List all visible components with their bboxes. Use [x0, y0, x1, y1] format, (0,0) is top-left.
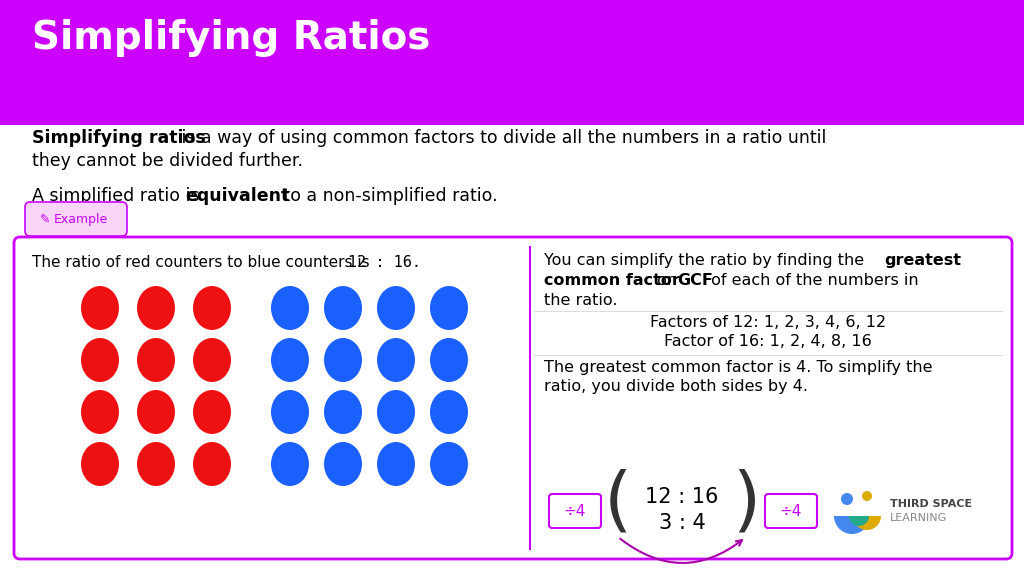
Ellipse shape [271, 286, 309, 330]
Text: greatest: greatest [884, 253, 961, 268]
Wedge shape [849, 516, 869, 526]
Text: is a way of using common factors to divide all the numbers in a ratio until: is a way of using common factors to divi… [176, 129, 826, 147]
Text: to a non-simplified ratio.: to a non-simplified ratio. [278, 187, 498, 205]
Ellipse shape [430, 338, 468, 382]
Text: ratio, you divide both sides by 4.: ratio, you divide both sides by 4. [544, 379, 808, 394]
Text: ÷4: ÷4 [564, 504, 586, 518]
Ellipse shape [137, 442, 175, 486]
Ellipse shape [841, 493, 853, 505]
Ellipse shape [430, 442, 468, 486]
Ellipse shape [271, 442, 309, 486]
Text: ÷4: ÷4 [780, 504, 802, 518]
Ellipse shape [81, 338, 119, 382]
Text: Factor of 16: 1, 2, 4, 8, 16: Factor of 16: 1, 2, 4, 8, 16 [665, 334, 871, 349]
Text: You can simplify the ratio by finding the: You can simplify the ratio by finding th… [544, 253, 869, 268]
Text: ): ) [732, 468, 760, 537]
Ellipse shape [193, 286, 231, 330]
Ellipse shape [377, 286, 415, 330]
Text: of each of the numbers in: of each of the numbers in [706, 273, 919, 288]
Text: 3 : 4: 3 : 4 [658, 513, 706, 533]
Text: they cannot be divided further.: they cannot be divided further. [32, 152, 303, 170]
Ellipse shape [324, 442, 362, 486]
Text: ✎: ✎ [40, 213, 50, 225]
Ellipse shape [324, 338, 362, 382]
Text: GCF: GCF [677, 273, 713, 288]
Text: 12 : 16: 12 : 16 [645, 487, 719, 507]
Ellipse shape [81, 442, 119, 486]
Ellipse shape [324, 390, 362, 434]
Text: The greatest common factor is 4. To simplify the: The greatest common factor is 4. To simp… [544, 360, 933, 375]
Text: Factors of 12: 1, 2, 3, 4, 6, 12: Factors of 12: 1, 2, 3, 4, 6, 12 [650, 315, 886, 330]
Ellipse shape [193, 338, 231, 382]
FancyBboxPatch shape [765, 494, 817, 528]
Text: common factor: common factor [544, 273, 680, 288]
Ellipse shape [271, 390, 309, 434]
FancyBboxPatch shape [0, 0, 1024, 125]
Bar [0, 0, 1024, 71]
Ellipse shape [271, 338, 309, 382]
Ellipse shape [137, 286, 175, 330]
Text: Simplifying ratios: Simplifying ratios [32, 129, 206, 147]
Ellipse shape [324, 286, 362, 330]
Wedge shape [853, 516, 881, 530]
Text: LEARNING: LEARNING [890, 513, 947, 523]
Wedge shape [834, 516, 870, 534]
Ellipse shape [81, 286, 119, 330]
Ellipse shape [862, 491, 872, 501]
Ellipse shape [377, 338, 415, 382]
Ellipse shape [137, 338, 175, 382]
Ellipse shape [430, 390, 468, 434]
Bar [0, 0, 1024, 96]
Text: THIRD SPACE: THIRD SPACE [890, 499, 972, 509]
Text: (: ( [604, 468, 632, 537]
Ellipse shape [81, 390, 119, 434]
Text: or: or [652, 273, 679, 288]
Ellipse shape [377, 442, 415, 486]
FancyBboxPatch shape [25, 202, 127, 236]
Text: A simplified ratio is: A simplified ratio is [32, 187, 205, 205]
Text: 12 : 16.: 12 : 16. [348, 255, 421, 270]
Ellipse shape [137, 390, 175, 434]
Ellipse shape [193, 442, 231, 486]
Text: the ratio.: the ratio. [544, 293, 617, 308]
Ellipse shape [430, 286, 468, 330]
Text: Simplifying Ratios: Simplifying Ratios [32, 19, 430, 57]
FancyBboxPatch shape [549, 494, 601, 528]
Text: equivalent: equivalent [185, 187, 289, 205]
Text: Example: Example [54, 213, 109, 225]
Ellipse shape [377, 390, 415, 434]
Ellipse shape [193, 390, 231, 434]
FancyBboxPatch shape [14, 237, 1012, 559]
Text: The ratio of red counters to blue counters is: The ratio of red counters to blue counte… [32, 255, 375, 270]
